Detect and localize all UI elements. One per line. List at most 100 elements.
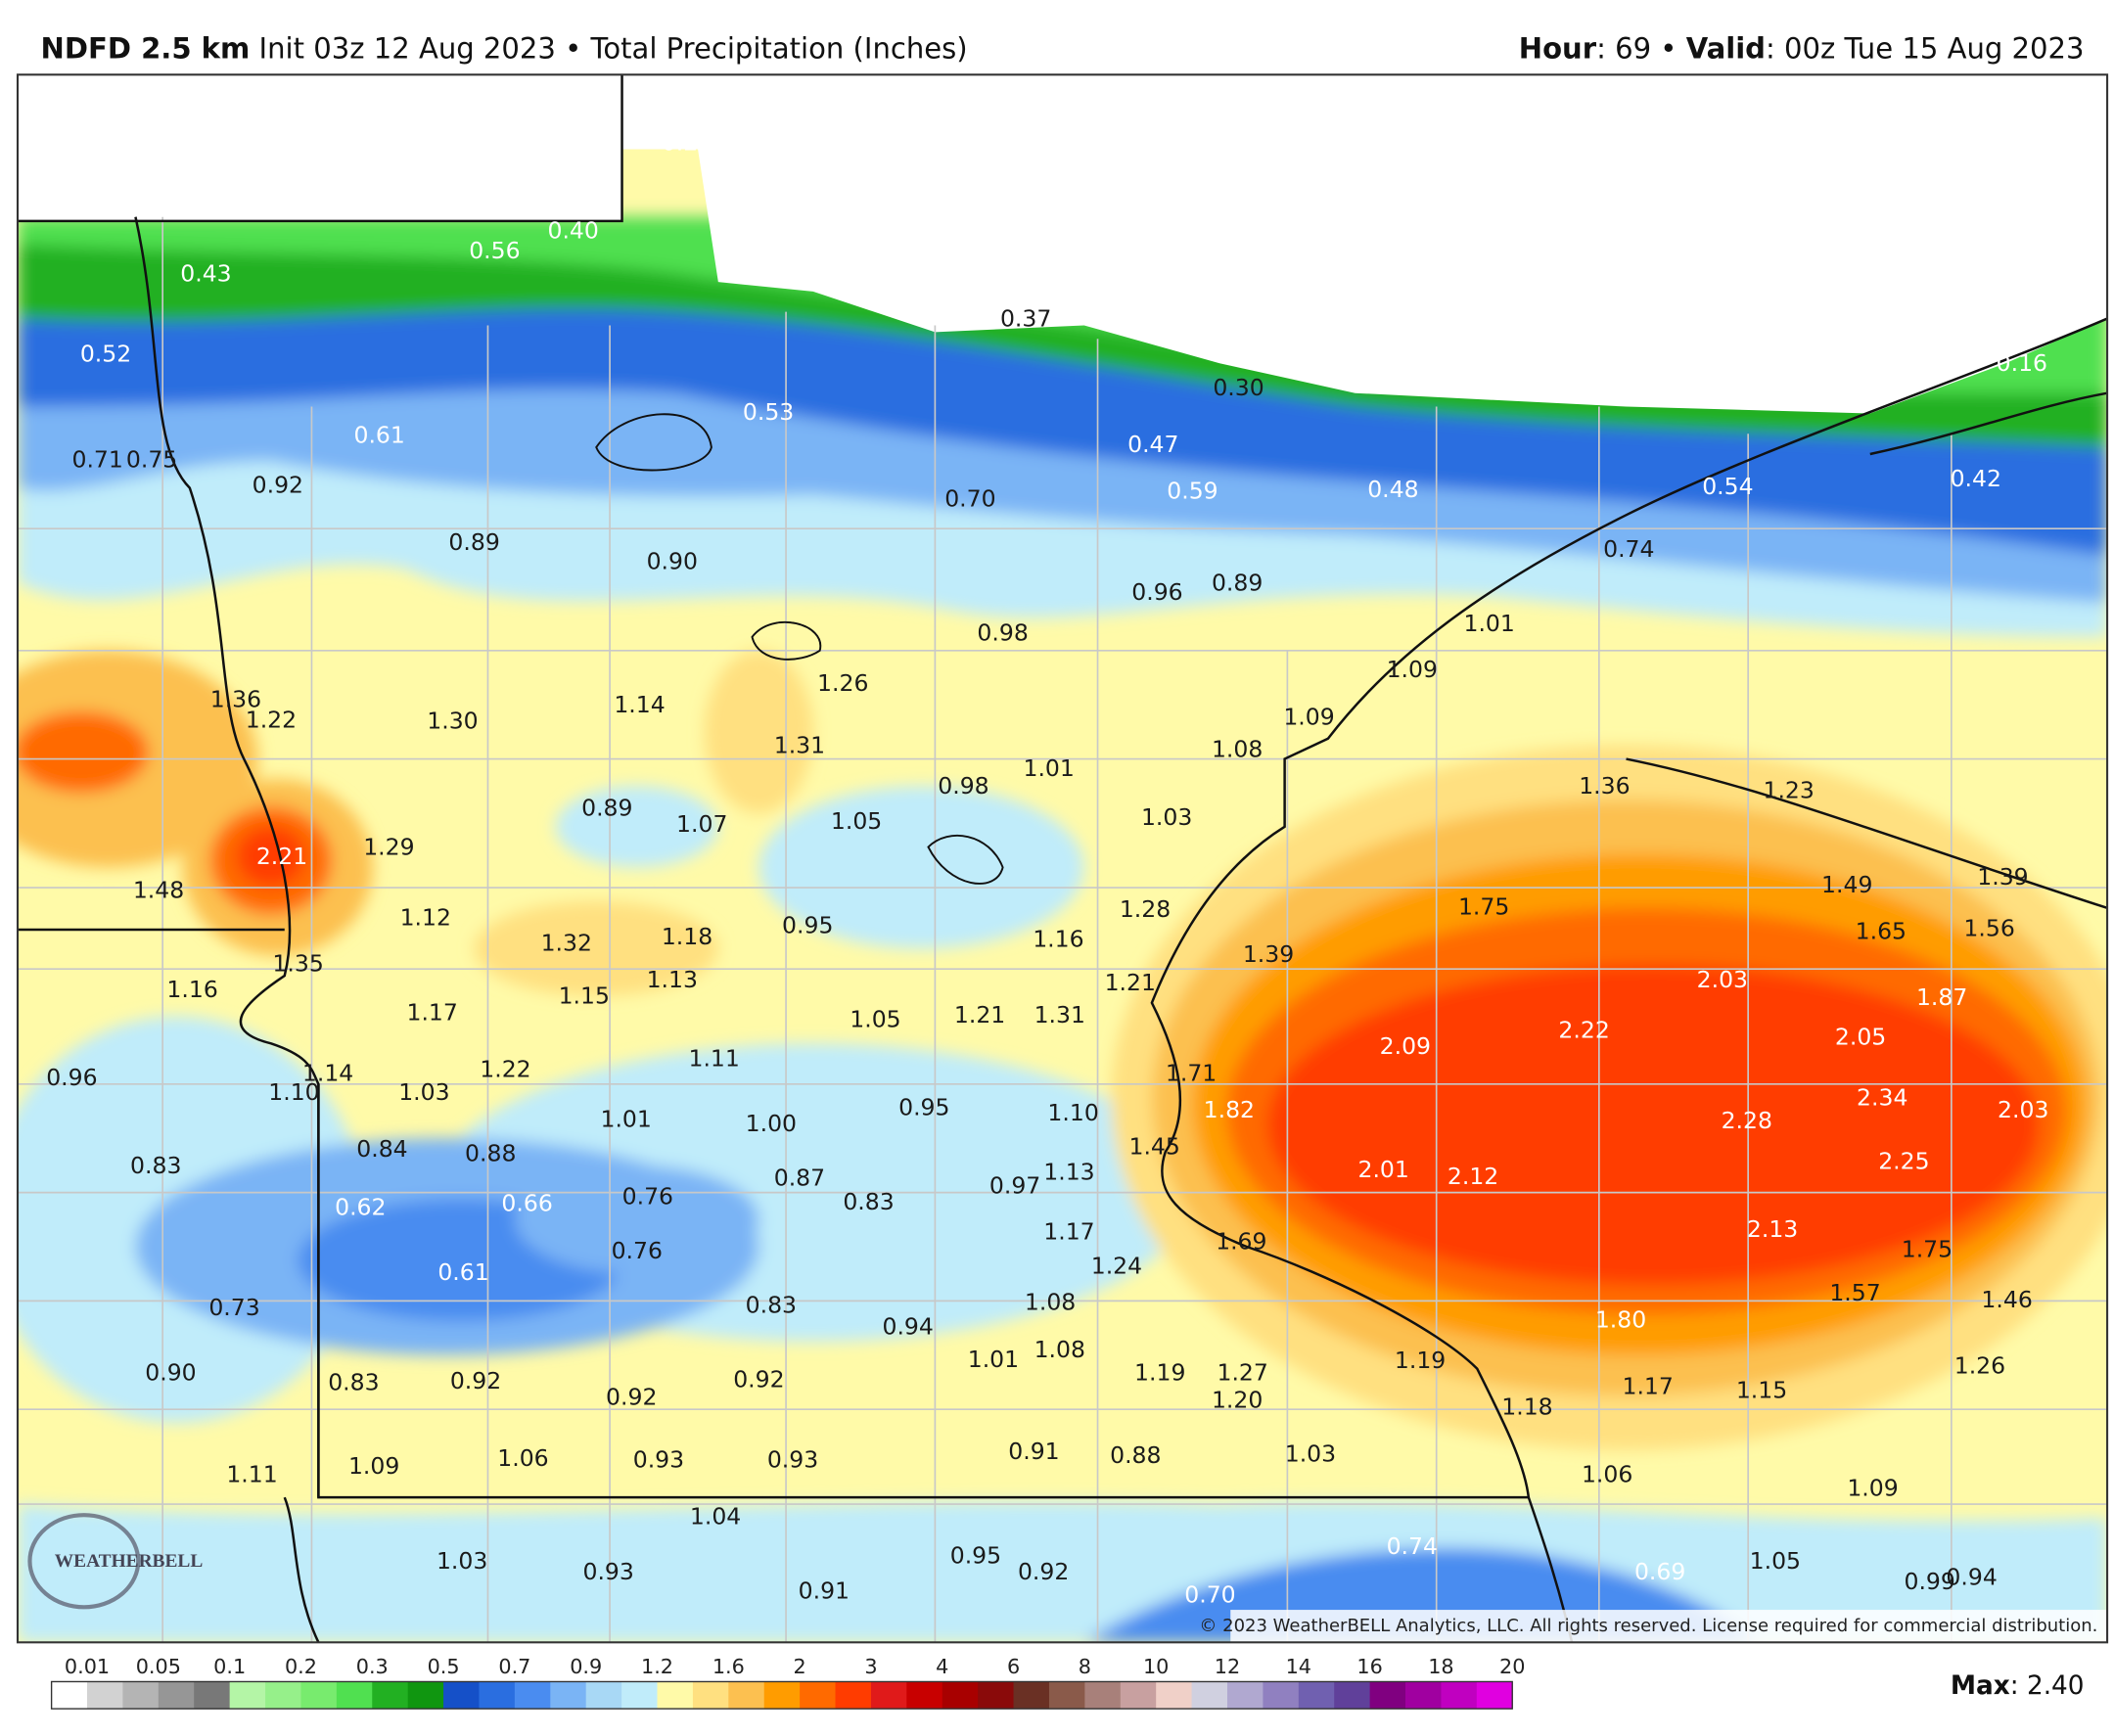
colorbar-tick-label: 0.2 (285, 1655, 317, 1678)
value-label: 1.08 (1025, 1289, 1076, 1316)
colorbar-swatch (51, 1681, 88, 1710)
colorbar-swatch (1405, 1681, 1442, 1710)
value-label: 0.98 (938, 772, 988, 799)
value-label: 0.69 (1634, 1558, 1685, 1585)
value-label: 2.05 (1835, 1023, 1886, 1050)
value-label: 1.30 (427, 708, 478, 735)
value-label: 1.24 (1091, 1252, 1142, 1279)
value-label: 0.84 (356, 1135, 407, 1163)
colorbar-tick-label: 2 (794, 1655, 806, 1678)
value-label: 0.88 (465, 1139, 516, 1166)
value-label: 1.00 (746, 1110, 797, 1137)
map-labels: 0.43 0.56 0.40 0.26 0.52 0.61 0.53 0.71 0.75 0.92… (46, 128, 2048, 1608)
value-label: 0.48 (1367, 476, 1418, 503)
value-label: 0.89 (581, 794, 632, 821)
value-label: 0.73 (208, 1294, 259, 1321)
value-label: 1.10 (1047, 1099, 1098, 1126)
colorbar-swatch (1120, 1681, 1157, 1710)
value-label: 1.45 (1129, 1132, 1180, 1160)
colorbar-tick-label: 0.7 (498, 1655, 530, 1678)
model: NDFD 2.5 km (41, 32, 251, 66)
value-label: 1.01 (1024, 754, 1075, 782)
value-label: 0.74 (1603, 535, 1654, 563)
colorbar-swatch (372, 1681, 409, 1710)
value-label: 1.49 (1821, 871, 1872, 898)
colorbar-tick-label: 18 (1428, 1655, 1453, 1678)
value-label: 1.26 (1954, 1352, 2005, 1380)
colorbar-tick-label: 6 (1007, 1655, 1020, 1678)
value-label: 1.06 (1582, 1461, 1632, 1488)
value-label: 0.53 (743, 398, 794, 426)
colorbar-swatch (1441, 1681, 1478, 1710)
value-label: 1.56 (1963, 915, 2014, 942)
colorbar-tick-label: 0.5 (428, 1655, 460, 1678)
value-label: 2.25 (1878, 1148, 1929, 1175)
value-label: 1.03 (398, 1078, 449, 1106)
value-label: 1.19 (1395, 1347, 1446, 1374)
value-label: 1.13 (1043, 1159, 1094, 1186)
colorbar-swatch (443, 1681, 480, 1710)
colorbar-swatch (514, 1681, 551, 1710)
value-label: 1.04 (690, 1502, 741, 1530)
value-label: 0.40 (548, 216, 599, 244)
colorbar-tick-label: 0.3 (356, 1655, 389, 1678)
colorbar-swatch (300, 1681, 338, 1710)
value-label: 0.61 (437, 1258, 488, 1286)
colorbar-swatch (194, 1681, 231, 1710)
value-label: 1.13 (647, 966, 698, 993)
value-label: 1.22 (480, 1056, 530, 1083)
value-label: 1.27 (1218, 1359, 1268, 1387)
value-label: 0.52 (80, 340, 131, 367)
colorbar-swatch (657, 1681, 694, 1710)
value-label: 0.83 (843, 1188, 894, 1215)
colorbar-swatch (1298, 1681, 1335, 1710)
value-label: 1.75 (1902, 1236, 1953, 1263)
value-label: 0.95 (950, 1542, 1001, 1570)
value-label: 1.05 (1750, 1547, 1801, 1575)
value-label: 2.21 (256, 843, 307, 870)
value-label: 0.70 (1184, 1581, 1235, 1609)
value-label: 0.95 (782, 912, 833, 939)
value-label: 0.92 (253, 472, 303, 499)
value-label: 1.17 (1623, 1373, 1674, 1400)
value-label: 0.47 (1127, 431, 1178, 458)
value-label: 1.29 (363, 833, 414, 860)
colorbar-tick-label: 12 (1215, 1655, 1240, 1678)
value-label: 1.03 (1285, 1440, 1336, 1468)
colorbar-swatch (585, 1681, 622, 1710)
colorbar-tick-label: 10 (1143, 1655, 1169, 1678)
colorbar-tick-label: 1.6 (712, 1655, 745, 1678)
value-label: 2.12 (1448, 1163, 1498, 1190)
colorbar-swatch (229, 1681, 266, 1710)
colorbar-swatch (122, 1681, 160, 1710)
value-label: 1.05 (831, 807, 882, 835)
colorbar-swatch (479, 1681, 516, 1710)
value-label: 0.16 (1997, 349, 2047, 377)
value-label: 2.34 (1857, 1084, 1907, 1112)
value-label: 1.17 (1043, 1218, 1094, 1246)
colorbar-tick-label: 0.1 (213, 1655, 246, 1678)
value-label: 0.94 (883, 1313, 934, 1341)
value-label: 0.96 (46, 1064, 97, 1091)
colorbar-tick-label: 1.2 (641, 1655, 673, 1678)
value-label: 0.62 (335, 1194, 386, 1221)
value-label: 0.94 (1946, 1564, 1997, 1591)
colorbar-swatch (1048, 1681, 1085, 1710)
value-label: 0.74 (1387, 1532, 1438, 1560)
colorbar-swatch (1013, 1681, 1050, 1710)
colorbar-tick-label: 16 (1356, 1655, 1382, 1678)
value-label: 1.05 (850, 1005, 900, 1032)
value-label: 1.26 (817, 669, 868, 697)
value-label: 1.15 (1736, 1377, 1787, 1404)
max-label: Max (1951, 1671, 2010, 1701)
value-label: 0.89 (1212, 569, 1263, 596)
value-label: 1.65 (1856, 917, 1907, 944)
colorbar-swatch (728, 1681, 765, 1710)
value-label: 0.92 (450, 1367, 501, 1394)
value-label: 0.71 (72, 445, 123, 473)
value-label: 0.88 (1110, 1441, 1161, 1469)
value-label: 1.09 (1847, 1474, 1898, 1501)
value-label: 1.08 (1034, 1336, 1085, 1363)
value-label: 1.11 (226, 1461, 277, 1488)
value-label: 1.75 (1458, 892, 1509, 920)
